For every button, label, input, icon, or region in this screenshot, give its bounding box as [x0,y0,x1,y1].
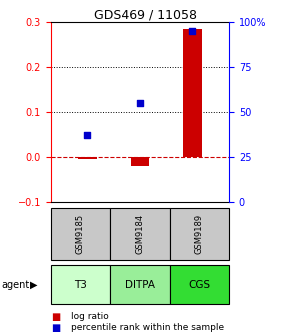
Text: ▶: ▶ [30,280,37,290]
Text: ■: ■ [51,311,60,322]
Text: GSM9185: GSM9185 [76,214,85,254]
Text: CGS: CGS [188,280,211,290]
Bar [131,157,149,166]
Text: GSM9184: GSM9184 [135,214,144,254]
Text: agent: agent [1,280,30,290]
Point [85,132,90,138]
Text: DITPA: DITPA [125,280,155,290]
Text: GSM9189: GSM9189 [195,214,204,254]
Bar [183,29,202,157]
Text: ■: ■ [51,323,60,333]
Text: log ratio: log ratio [71,312,109,321]
Bar [78,157,97,159]
Text: GDS469 / 11058: GDS469 / 11058 [93,8,197,22]
Text: percentile rank within the sample: percentile rank within the sample [71,323,224,332]
Text: T3: T3 [74,280,87,290]
Point [138,100,142,106]
Point [190,28,195,34]
